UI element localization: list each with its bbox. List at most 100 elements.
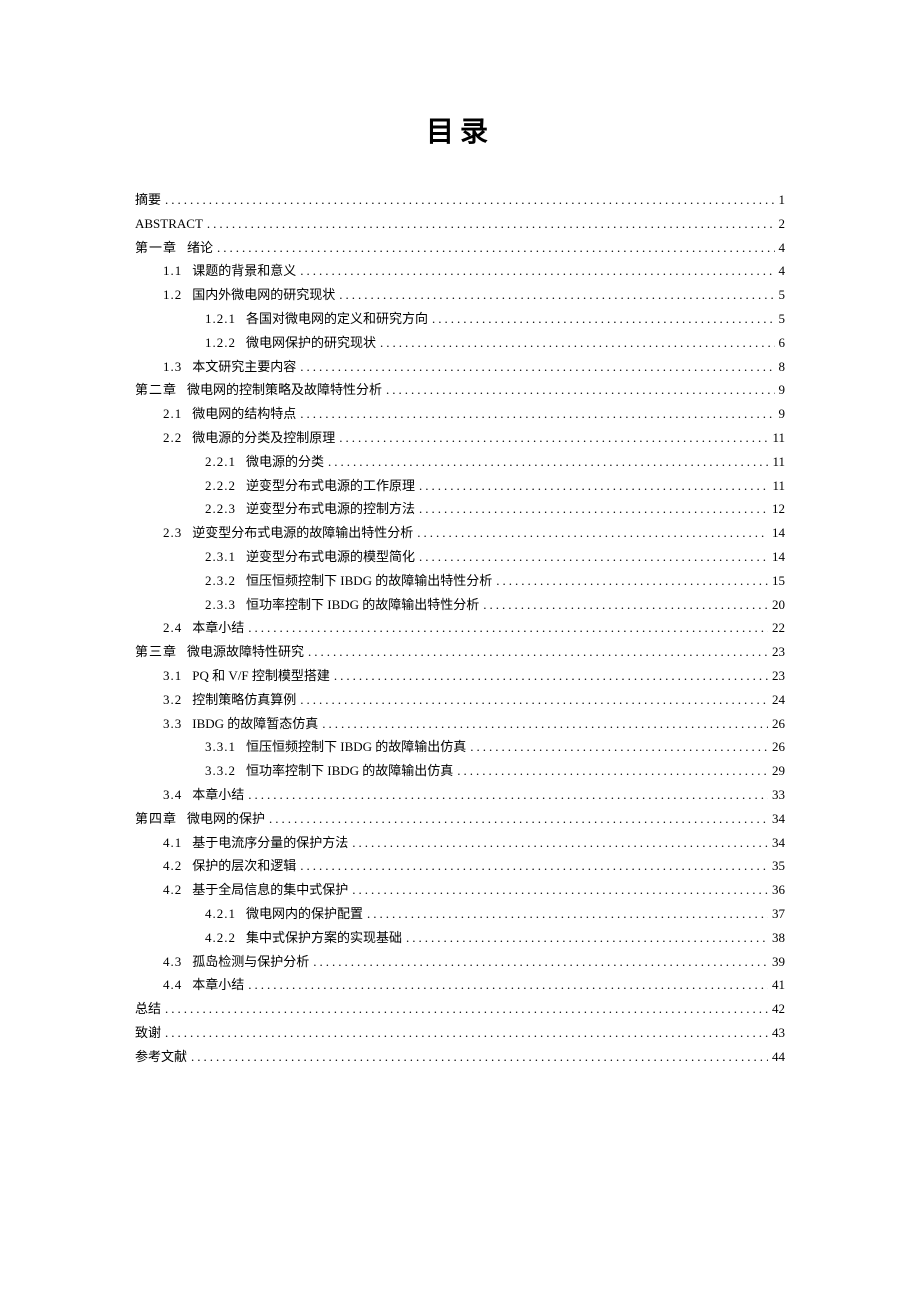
toc-entry-page: 44 (772, 1047, 785, 1068)
table-of-contents: 摘要1ABSTRACT2第一章绪论41.1课题的背景和意义41.2国内外微电网的… (135, 190, 785, 1067)
toc-leader-dots (386, 380, 774, 401)
toc-entry-label: 2.2.2逆变型分布式电源的工作原理 (205, 476, 415, 497)
toc-entry-label: 3.3.2恒功率控制下 IBDG 的故障输出仿真 (205, 761, 453, 782)
toc-entry-label: 4.2 基于全局信息的集中式保护 (163, 880, 348, 901)
toc-leader-dots (457, 761, 768, 782)
toc-leader-dots (339, 428, 768, 449)
toc-entry-label: 2.2.3逆变型分布式电源的控制方法 (205, 499, 415, 520)
toc-entry-text: 微电源的分类及控制原理 (192, 430, 335, 445)
toc-entry-text: 控制策略仿真算例 (192, 692, 296, 707)
toc-entry-label: 1.2.2微电网保护的研究现状 (205, 333, 376, 354)
toc-entry-number: 2.1 (163, 404, 182, 425)
toc-entry-label: 2.4本章小结 (163, 618, 244, 639)
toc-leader-dots (419, 476, 768, 497)
toc-entry-text: 微电网的控制策略及故障特性分析 (187, 382, 382, 397)
toc-entry-page: 33 (772, 785, 785, 806)
toc-entry-label: 3.3 IBDG 的故障暂态仿真 (163, 714, 318, 735)
toc-entry-page: 23 (772, 666, 785, 687)
toc-entry-page: 34 (772, 833, 785, 854)
toc-entry-text: 摘要 (135, 192, 161, 207)
toc-entry-label: 第二章微电网的控制策略及故障特性分析 (135, 380, 382, 401)
toc-entry-page: 37 (772, 904, 785, 925)
toc-entry-label: 1.1课题的背景和意义 (163, 261, 296, 282)
toc-entry-number: 2.3 (163, 523, 182, 544)
toc-entry-label: 第一章绪论 (135, 238, 213, 259)
toc-leader-dots (165, 999, 768, 1020)
toc-entry-label: 2.2 微电源的分类及控制原理 (163, 428, 335, 449)
toc-entry: 2.4本章小结22 (135, 618, 785, 639)
toc-leader-dots (339, 285, 774, 306)
toc-entry: 第四章微电网的保护34 (135, 809, 785, 830)
toc-entry-text: 保护的层次和逻辑 (192, 858, 296, 873)
toc-entry-label: 致谢 (135, 1023, 161, 1044)
toc-entry-text: 基于全局信息的集中式保护 (192, 882, 348, 897)
toc-entry-text: 逆变型分布式电源的故障输出特性分析 (192, 525, 413, 540)
toc-entry-label: 2.3 逆变型分布式电源的故障输出特性分析 (163, 523, 413, 544)
toc-entry-page: 4 (779, 261, 786, 282)
toc-entry-text: IBDG 的故障暂态仿真 (192, 716, 318, 731)
toc-entry-text: 本文研究主要内容 (192, 359, 296, 374)
toc-entry-label: 摘要 (135, 190, 161, 211)
toc-leader-dots (432, 309, 774, 330)
toc-entry: 4.1基于电流序分量的保护方法34 (135, 833, 785, 854)
toc-leader-dots (300, 690, 768, 711)
toc-entry: 4.3孤岛检测与保护分析39 (135, 952, 785, 973)
toc-entry: 总结42 (135, 999, 785, 1020)
toc-entry-page: 5 (779, 285, 786, 306)
toc-entry: 2.2.2逆变型分布式电源的工作原理 11 (135, 476, 785, 497)
toc-entry: 4.2.1微电网内的保护配置37 (135, 904, 785, 925)
toc-leader-dots (248, 975, 768, 996)
toc-leader-dots (313, 952, 768, 973)
toc-entry-number: 2.2.3 (205, 499, 236, 520)
toc-entry-page: 2 (779, 214, 786, 235)
toc-leader-dots (322, 714, 768, 735)
toc-entry-text: 微电网的结构特点 (192, 406, 296, 421)
toc-entry-number: 2.2 (163, 428, 182, 449)
toc-entry: 第三章微电源故障特性研究23 (135, 642, 785, 663)
toc-entry-label: 2.3.1逆变型分布式电源的模型简化 (205, 547, 415, 568)
toc-entry: ABSTRACT2 (135, 214, 785, 235)
toc-entry-number: 3.4 (163, 785, 182, 806)
toc-leader-dots (248, 785, 768, 806)
toc-entry-number: 4.4 (163, 975, 182, 996)
toc-entry-page: 41 (772, 975, 785, 996)
toc-entry: 第一章绪论 4 (135, 238, 785, 259)
toc-entry-page: 4 (779, 238, 786, 259)
toc-entry: 1.2.2微电网保护的研究现状6 (135, 333, 785, 354)
toc-entry-page: 26 (772, 714, 785, 735)
toc-entry-text: 微电网的保护 (187, 811, 265, 826)
toc-entry-page: 14 (772, 523, 785, 544)
toc-leader-dots (352, 880, 768, 901)
toc-entry-text: 微电网保护的研究现状 (246, 335, 376, 350)
toc-entry-text: 总结 (135, 1001, 161, 1016)
toc-entry-number: 1.3 (163, 357, 182, 378)
toc-leader-dots (380, 333, 774, 354)
toc-entry-page: 39 (772, 952, 785, 973)
toc-entry-number: 4.2 (163, 856, 182, 877)
toc-entry-text: 课题的背景和意义 (192, 263, 296, 278)
toc-entry: 第二章微电网的控制策略及故障特性分析 9 (135, 380, 785, 401)
toc-leader-dots (165, 190, 774, 211)
toc-entry-text: 本章小结 (192, 977, 244, 992)
toc-entry-number: 4.2.1 (205, 904, 236, 925)
toc-entry: 4.4 本章小结 41 (135, 975, 785, 996)
toc-entry: 2.1微电网的结构特点9 (135, 404, 785, 425)
toc-entry: 3.2控制策略仿真算例24 (135, 690, 785, 711)
toc-entry: 1.2国内外微电网的研究现状5 (135, 285, 785, 306)
page-title: 目录 (135, 110, 785, 150)
toc-entry-page: 11 (772, 476, 785, 497)
toc-entry-text: PQ 和 V/F 控制模型搭建 (192, 668, 330, 683)
toc-entry-page: 9 (779, 380, 786, 401)
toc-entry-number: 2.2.1 (205, 452, 236, 473)
toc-entry-number: 4.2 (163, 880, 182, 901)
toc-leader-dots (417, 523, 768, 544)
toc-entry-page: 14 (772, 547, 785, 568)
toc-entry-number: 3.3 (163, 714, 182, 735)
toc-entry-label: 3.4本章小结 (163, 785, 244, 806)
toc-entry-number: 2.2.2 (205, 476, 236, 497)
toc-entry-text: 恒功率控制下 IBDG 的故障输出仿真 (246, 763, 453, 778)
toc-leader-dots (300, 404, 774, 425)
toc-entry: 2.2.3逆变型分布式电源的控制方法12 (135, 499, 785, 520)
toc-entry-page: 5 (779, 309, 786, 330)
toc-leader-dots (248, 618, 768, 639)
